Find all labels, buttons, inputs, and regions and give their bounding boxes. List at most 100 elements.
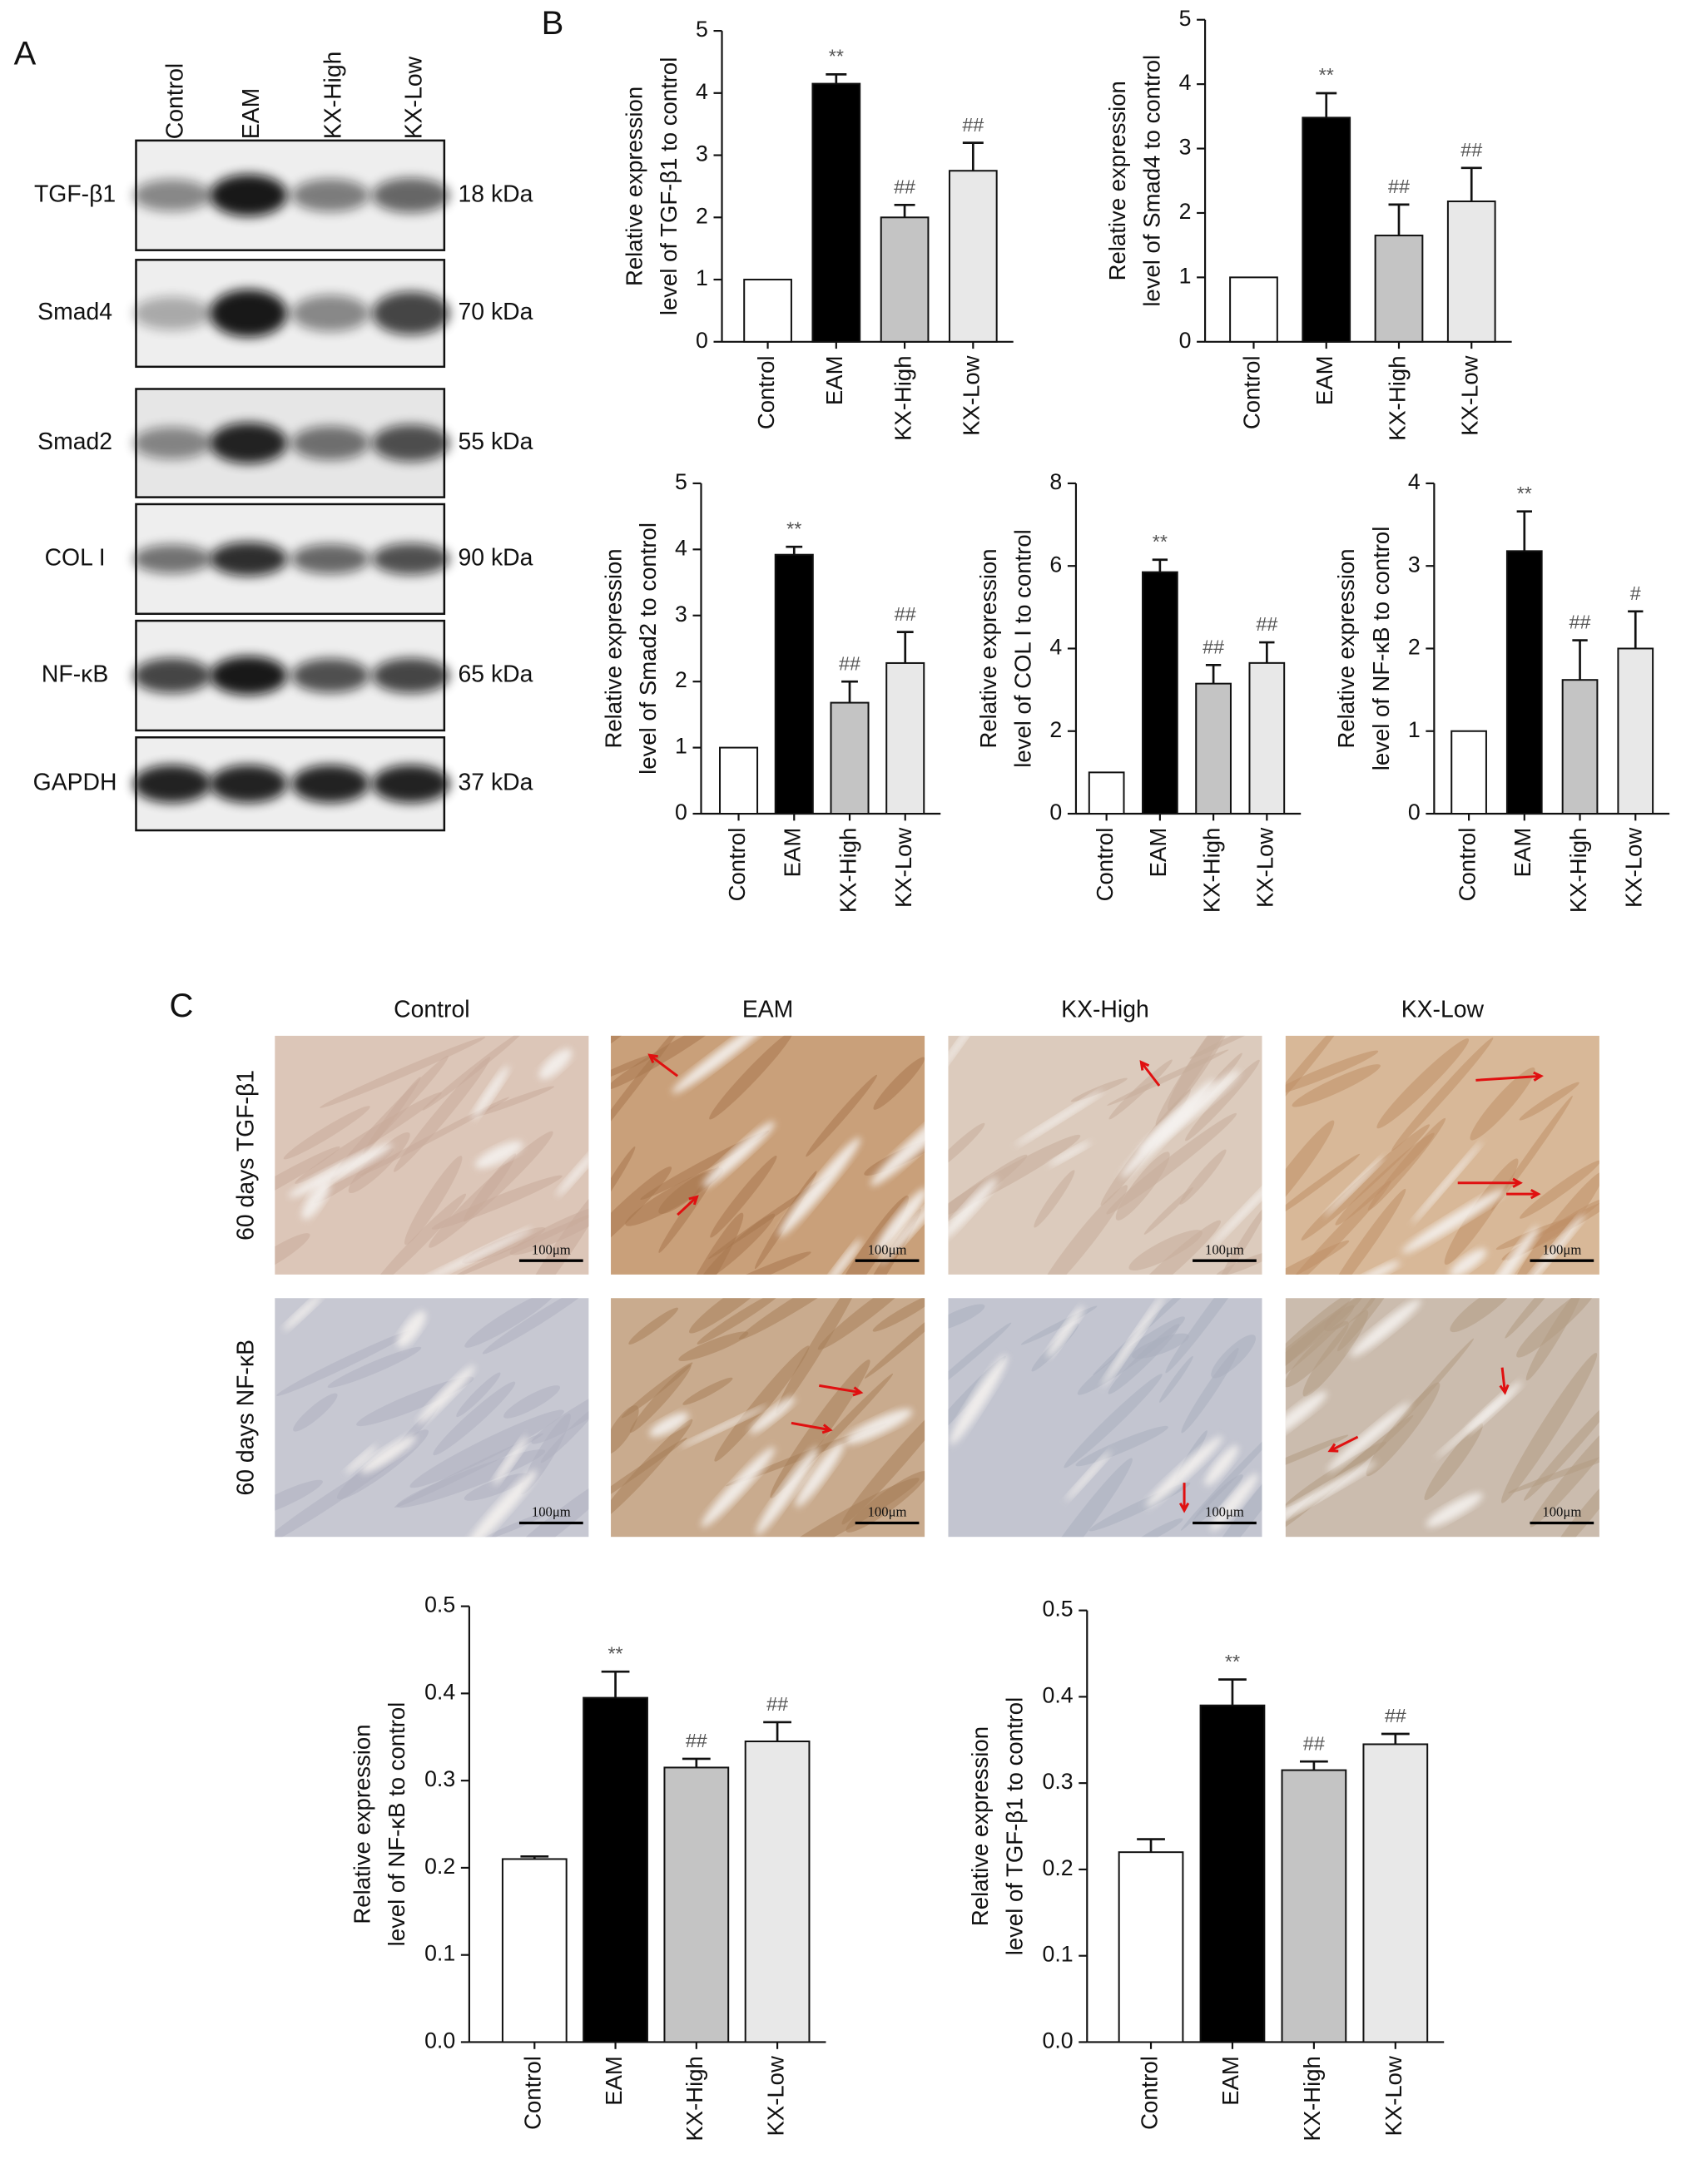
fiber xyxy=(479,1510,553,1538)
fiber xyxy=(1519,1082,1579,1121)
significance-label: ## xyxy=(766,1693,788,1715)
bar xyxy=(583,1696,648,2043)
gap xyxy=(1145,1435,1222,1508)
charts: Relative expression level of TGF-β1 to co… xyxy=(349,6,1670,2142)
blot-band xyxy=(372,291,450,335)
scale-bar-label: 100μm xyxy=(1205,1241,1244,1257)
x-tick-label: KX-Low xyxy=(1457,355,1483,435)
significance-label: ** xyxy=(786,518,801,539)
x-tick-label: KX-Low xyxy=(1381,2056,1406,2136)
bar-chart: Relative expression level of COL I to con… xyxy=(975,469,1302,913)
micrograph: 100μm xyxy=(275,1298,589,1538)
gap xyxy=(538,1048,573,1080)
fiber xyxy=(482,1298,589,1354)
significance-label: ## xyxy=(895,603,916,625)
y-tick-label: 0.5 xyxy=(1042,1597,1073,1622)
bar-chart: Relative expression level of TGF-β1 to co… xyxy=(621,17,1014,441)
x-tick-label: KX-Low xyxy=(890,828,916,908)
blot-band xyxy=(133,657,211,694)
fiber xyxy=(1337,1298,1404,1352)
fiber xyxy=(1285,1434,1349,1479)
gap xyxy=(1350,1299,1421,1357)
fiber xyxy=(276,1330,413,1396)
y-axis-label: level of TGF-β1 to control xyxy=(656,57,682,315)
arrow xyxy=(1327,1435,1359,1453)
error-bar xyxy=(1388,203,1410,236)
fiber xyxy=(1025,1458,1133,1538)
fiber xyxy=(738,1298,867,1340)
fiber xyxy=(1285,1050,1379,1096)
x-tick-label: KX-Low xyxy=(1252,828,1278,908)
arrow xyxy=(819,1384,864,1397)
fiber xyxy=(697,1298,784,1345)
blot-band xyxy=(372,424,450,462)
fiber xyxy=(611,1419,693,1523)
arrow xyxy=(647,1053,679,1077)
x-tick-label: EAM xyxy=(1312,355,1337,405)
bar xyxy=(1374,235,1424,343)
y-axis-label: Relative expression xyxy=(975,548,1001,748)
gap xyxy=(283,1298,323,1331)
fiber xyxy=(1285,1305,1355,1402)
fiber xyxy=(1093,1298,1219,1376)
significance-label: ## xyxy=(1388,176,1410,197)
gap xyxy=(1046,1305,1084,1358)
micrograph: 100μm xyxy=(948,1298,1262,1538)
error-bar xyxy=(1137,1838,1165,1853)
y-tick-label: 1 xyxy=(696,265,708,290)
gap xyxy=(795,1441,845,1508)
fiber xyxy=(709,1035,793,1120)
gap xyxy=(948,1035,1002,1087)
scale-bar-label: 100μm xyxy=(868,1241,907,1257)
y-tick-label: 0.0 xyxy=(424,2028,455,2053)
fiber xyxy=(1215,1250,1262,1275)
fiber xyxy=(1035,1185,1128,1275)
fiber xyxy=(313,1148,394,1204)
blot-band xyxy=(372,657,450,694)
column-label: KX-Low xyxy=(1401,996,1485,1023)
fiber xyxy=(625,1167,724,1226)
fiber xyxy=(1070,1077,1128,1102)
micrograph: 100μm xyxy=(1285,1035,1599,1275)
gap xyxy=(1449,1248,1487,1275)
fiber xyxy=(1335,1132,1435,1226)
error-bar xyxy=(894,204,915,218)
bar xyxy=(744,1741,811,2043)
panel-label: C xyxy=(170,988,194,1024)
gap xyxy=(1524,1213,1585,1275)
bar-chart: Relative expression level of NF-κB to con… xyxy=(1333,469,1670,913)
y-axis-label: Relative expression xyxy=(1104,81,1130,280)
gap xyxy=(1324,1156,1385,1216)
fiber xyxy=(712,1251,811,1275)
tissue xyxy=(948,1035,1262,1275)
bar xyxy=(1362,1743,1429,2043)
bar xyxy=(1142,571,1178,815)
fiber xyxy=(1285,1120,1335,1227)
error-bar xyxy=(841,680,858,703)
x-tick-label: KX-High xyxy=(1384,355,1410,440)
y-tick-label: 3 xyxy=(696,141,708,166)
fiber xyxy=(682,1377,733,1405)
scale-bar-label: 100μm xyxy=(868,1504,907,1520)
tissue-texture xyxy=(611,1298,925,1538)
fiber xyxy=(948,1304,985,1332)
fiber xyxy=(864,1298,925,1379)
x-tick-label: Control xyxy=(753,355,779,429)
bar xyxy=(1561,679,1599,815)
significance-label: ## xyxy=(894,176,915,198)
fiber xyxy=(1159,1355,1193,1403)
gap xyxy=(1138,1070,1240,1153)
blot-band xyxy=(209,174,288,216)
x-tick-label: EAM xyxy=(1217,2056,1243,2106)
fiber xyxy=(404,1156,463,1246)
bar xyxy=(1450,730,1487,815)
y-tick-label: 3 xyxy=(1408,552,1421,577)
bar xyxy=(830,701,870,815)
y-tick-label: 5 xyxy=(675,469,687,494)
fiber xyxy=(1123,1220,1222,1275)
size-label: 37 kDa xyxy=(459,770,533,796)
y-tick-label: 2 xyxy=(1179,199,1192,224)
histology: Control EAM KX-High KX-Low 60 days TGF-β1 100… xyxy=(232,996,1599,1538)
fiber xyxy=(1077,1316,1185,1395)
